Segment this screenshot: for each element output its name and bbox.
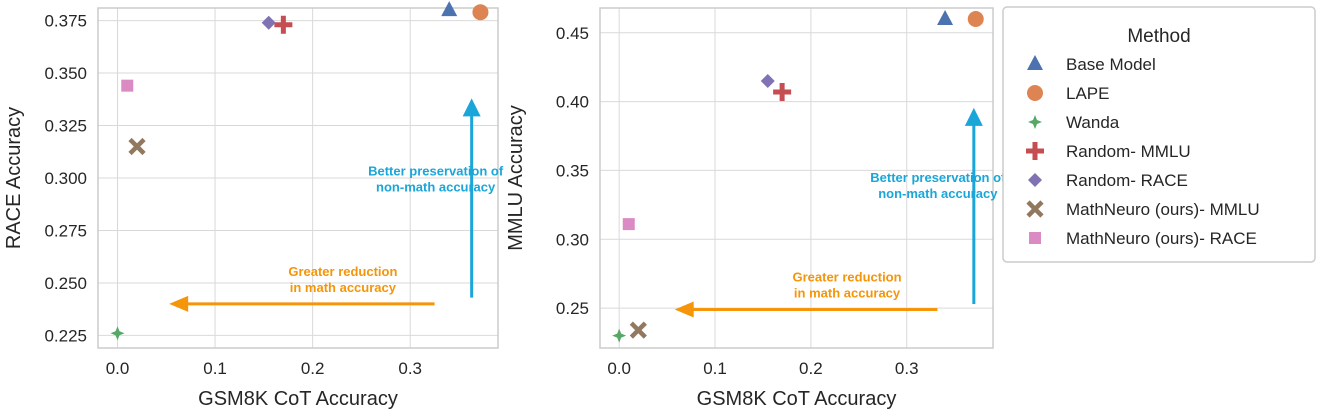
data-point-random-mmlu <box>274 15 293 34</box>
annotation-greater-reduction: in math accuracy <box>290 280 397 295</box>
legend-label: Random- RACE <box>1066 171 1188 190</box>
y-axis-label: RACE Accuracy <box>3 107 25 249</box>
annotation-better-preservation: Better preservation of <box>870 170 1006 185</box>
legend-label: Wanda <box>1066 113 1120 132</box>
y-tick-label: 0.325 <box>44 117 87 136</box>
legend-label: MathNeuro (ours)- MMLU <box>1066 200 1260 219</box>
y-tick-label: 0.350 <box>44 64 87 83</box>
plot-frame <box>97 7 499 349</box>
y-tick-label: 0.30 <box>556 230 589 249</box>
data-point-lape <box>967 11 984 28</box>
data-point-base-model <box>441 1 458 17</box>
data-point-mathneuro-ours-race <box>121 79 134 92</box>
legend: Method Base Model LAPE Wanda Random- MMLU Ran… <box>1002 6 1316 263</box>
legend-marker-random-mmlu <box>1026 142 1044 160</box>
y-tick-label: 0.375 <box>44 12 87 31</box>
y-tick-label: 0.40 <box>556 93 589 112</box>
x-tick-label: 0.1 <box>203 359 227 378</box>
annotation-greater-reduction: in math accuracy <box>794 285 901 300</box>
annotation-better-preservation: non-math accuracy <box>376 180 496 195</box>
y-tick-label: 0.35 <box>556 161 589 180</box>
x-tick-label: 0.2 <box>799 359 823 378</box>
legend-marker-wanda <box>1028 115 1042 129</box>
data-point-random-race <box>261 15 276 30</box>
data-point-random-mmlu <box>773 82 792 101</box>
left-chart-race: 0.0 0.1 0.2 0.3 0.225 0.250 0.275 0.300 0.325 0.3… <box>3 1 504 410</box>
legend-marker-base-model <box>1027 55 1043 70</box>
data-point-random-race <box>760 73 775 88</box>
data-point-mathneuro-ours-mmlu <box>629 321 647 339</box>
data-point-wanda <box>110 326 125 341</box>
annotation-better-preservation: Better preservation of <box>368 164 504 179</box>
up-arrow-head <box>462 98 481 117</box>
legend-box <box>1002 6 1316 263</box>
y-tick-label: 0.250 <box>44 274 87 293</box>
annotation-greater-reduction: Greater reduction <box>792 269 901 284</box>
data-point-mathneuro-ours-race <box>622 218 635 231</box>
right-chart-mmlu: 0.0 0.1 0.2 0.3 0.25 0.30 0.35 0.40 0.45 GSM8K Co… <box>505 7 1006 410</box>
annotation-greater-reduction: Greater reduction <box>288 264 397 279</box>
y-tick-label: 0.275 <box>44 221 87 240</box>
x-tick-label: 0.0 <box>607 359 631 378</box>
legend-marker-mathneuro-ours-race <box>1029 232 1041 244</box>
legend-label: Random- MMLU <box>1066 142 1191 161</box>
data-point-mathneuro-ours-mmlu <box>128 137 146 156</box>
left-arrow-head <box>674 301 694 318</box>
x-tick-label: 0.1 <box>703 359 727 378</box>
data-point-lape <box>472 4 489 21</box>
x-tick-label: 0.3 <box>398 359 422 378</box>
y-tick-label: 0.225 <box>44 326 87 345</box>
left-arrow-head <box>169 295 189 312</box>
legend-label: LAPE <box>1066 84 1109 103</box>
annotation-better-preservation: non-math accuracy <box>878 186 998 201</box>
x-tick-label: 0.3 <box>895 359 919 378</box>
x-tick-label: 0.2 <box>301 359 325 378</box>
y-axis-label: MMLU Accuracy <box>505 105 527 251</box>
legend-label: MathNeuro (ours)- RACE <box>1066 229 1257 248</box>
legend-marker-lape <box>1027 85 1043 101</box>
x-axis-label: GSM8K CoT Accuracy <box>198 388 398 410</box>
y-tick-label: 0.300 <box>44 169 87 188</box>
y-tick-label: 0.45 <box>556 24 589 43</box>
legend-title: Method <box>1127 26 1190 47</box>
up-arrow-head <box>964 107 983 126</box>
plot-frame <box>599 7 994 349</box>
x-tick-label: 0.0 <box>106 359 130 378</box>
legend-marker-mathneuro-ours-mmlu <box>1026 200 1044 218</box>
legend-label: Base Model <box>1066 55 1156 74</box>
legend-marker-random-race <box>1028 173 1042 187</box>
data-point-wanda <box>612 328 627 343</box>
data-point-base-model <box>937 10 954 26</box>
x-axis-label: GSM8K CoT Accuracy <box>697 388 897 410</box>
y-tick-label: 0.25 <box>556 299 589 318</box>
